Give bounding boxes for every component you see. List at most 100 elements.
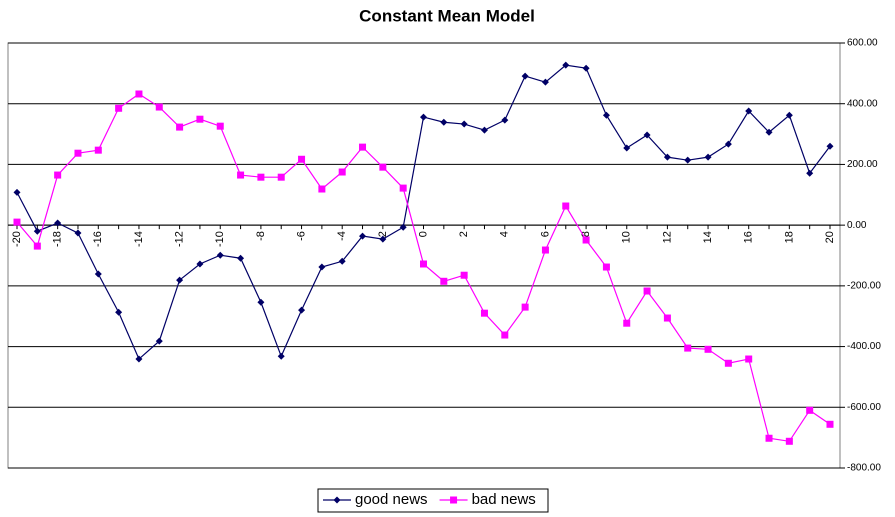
data-point [33,242,41,250]
data-point [399,223,407,231]
data-point [582,64,590,72]
data-point [379,235,387,243]
data-point [420,113,427,121]
data-point [785,111,793,119]
data-point [541,246,549,254]
data-point [765,128,773,136]
x-tick-label: -20 [11,231,23,247]
data-point [826,142,834,150]
y-tick-label: 600.00 [847,38,878,49]
x-tick-label: -14 [133,231,145,247]
data-point [521,72,529,80]
x-tick-label: -12 [174,231,186,247]
y-tick-label: 0.00 [847,220,867,231]
x-tick-label: 4 [499,231,511,237]
data-point [216,251,224,259]
data-point [135,90,143,98]
series-line [16,93,831,442]
data-point [501,116,509,124]
plot-frame [7,42,841,469]
data-point [582,236,590,244]
data-point [765,434,773,442]
data-point [745,107,753,115]
data-point [54,171,62,179]
data-point [562,61,570,69]
data-point [13,218,21,226]
data-point [399,184,407,192]
data-point [115,104,123,112]
y-tick-label: 200.00 [847,159,878,170]
data-point [318,185,326,193]
data-point [318,263,326,271]
x-tick-label: 0 [417,231,429,237]
data-point [420,260,427,268]
data-point [724,359,732,367]
x-tick-label: 16 [743,231,755,243]
data-point [806,406,814,414]
data-point [176,276,184,284]
data-point [94,270,102,278]
x-tick-label: 10 [621,231,633,243]
x-tick-label: -16 [92,231,104,247]
data-point [785,437,793,445]
x-tick-label: -6 [295,231,307,241]
data-point [643,287,651,295]
data-point [562,202,570,210]
data-point [379,163,387,171]
data-point [501,331,509,339]
legend-label: good news [355,491,428,508]
data-point [460,271,468,279]
x-tick-label: -4 [336,231,348,241]
data-point [623,319,631,327]
data-point [806,169,814,177]
data-point [237,254,245,262]
data-point [643,131,651,139]
data-point [115,308,123,316]
data-point [196,115,204,123]
data-point [663,314,671,322]
data-point [623,144,631,152]
legend-marker [450,496,458,504]
legend-label: bad news [472,491,536,508]
data-point [176,123,184,131]
data-point [94,146,102,154]
data-point [704,153,712,161]
data-point [440,118,448,126]
data-point [298,306,306,314]
data-point [74,229,82,237]
x-tick-label: 2 [458,231,470,237]
x-tick-label: -10 [214,231,226,247]
data-point [338,168,346,176]
data-point [135,355,143,363]
y-tick-label: -600.00 [847,402,881,413]
chart-title: Constant Mean Model [359,6,535,25]
data-point [704,345,712,353]
data-point [257,173,265,181]
x-tick-label: 8 [580,231,592,237]
x-tick-label: -18 [52,231,64,247]
data-point [724,140,732,148]
data-point [663,153,671,161]
data-point [602,111,610,119]
data-point [480,126,488,134]
x-tick-label: -8 [255,231,267,241]
y-tick-label: -400.00 [847,341,881,352]
data-point [196,260,204,268]
x-tick-label: 18 [783,231,795,243]
data-point [155,103,163,111]
data-point [257,298,265,306]
data-point [237,171,245,179]
data-point [74,149,82,157]
series-line [16,64,831,361]
data-point [460,120,468,128]
data-point [684,344,692,352]
y-tick-label: -200.00 [847,280,881,291]
legend-box [317,488,549,513]
data-point [277,173,285,181]
data-point [277,352,285,360]
x-tick-label: 6 [539,231,551,237]
data-point [541,78,549,86]
legend-marker [333,496,341,504]
data-point [13,188,21,196]
